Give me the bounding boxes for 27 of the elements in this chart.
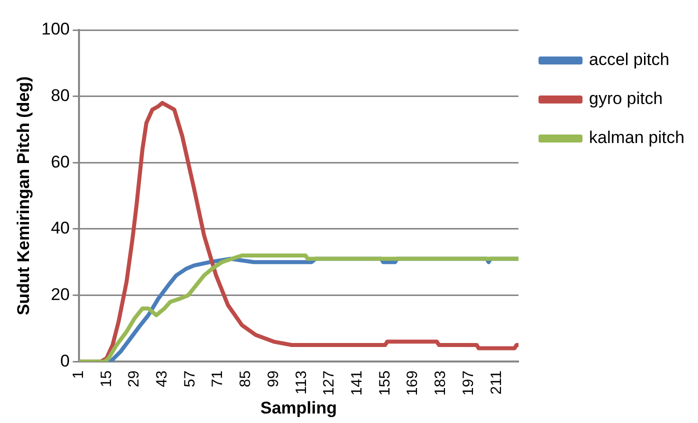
x-tick-label: 1 <box>70 370 87 379</box>
y-tick-label: 60 <box>50 152 70 172</box>
x-tick-label: 29 <box>126 370 143 388</box>
y-tick-label: 20 <box>50 284 70 304</box>
y-tick-label: 100 <box>41 20 70 39</box>
legend-label: gyro pitch <box>589 89 663 108</box>
x-tick-label: 113 <box>292 370 310 394</box>
x-tick-label: 155 <box>376 370 394 396</box>
x-tick-label: 15 <box>98 370 115 388</box>
x-tick-label: 43 <box>153 370 170 388</box>
x-tick-label: 57 <box>181 370 198 388</box>
x-tick-label: 85 <box>237 370 254 388</box>
x-tick-label: 141 <box>348 370 366 396</box>
legend-label: accel pitch <box>589 50 670 70</box>
x-axis-title: Sampling <box>260 398 337 418</box>
x-tick-label: 211 <box>488 370 505 394</box>
x-tick-label: 71 <box>209 370 226 388</box>
y-tick-label: 80 <box>50 86 70 105</box>
x-tick-label: 197 <box>460 370 477 396</box>
y-axis-title: Sudut Kemiringan Pitch (deg) <box>14 76 33 316</box>
x-tick-label: 183 <box>432 370 450 396</box>
x-tick-label: 169 <box>404 370 422 396</box>
x-tick-label: 127 <box>320 370 338 396</box>
x-tick-label: 99 <box>264 370 282 388</box>
legend-label: kalman pitch <box>589 128 684 148</box>
y-tick-label: 40 <box>50 218 70 238</box>
y-tick-label: 0 <box>60 351 70 370</box>
